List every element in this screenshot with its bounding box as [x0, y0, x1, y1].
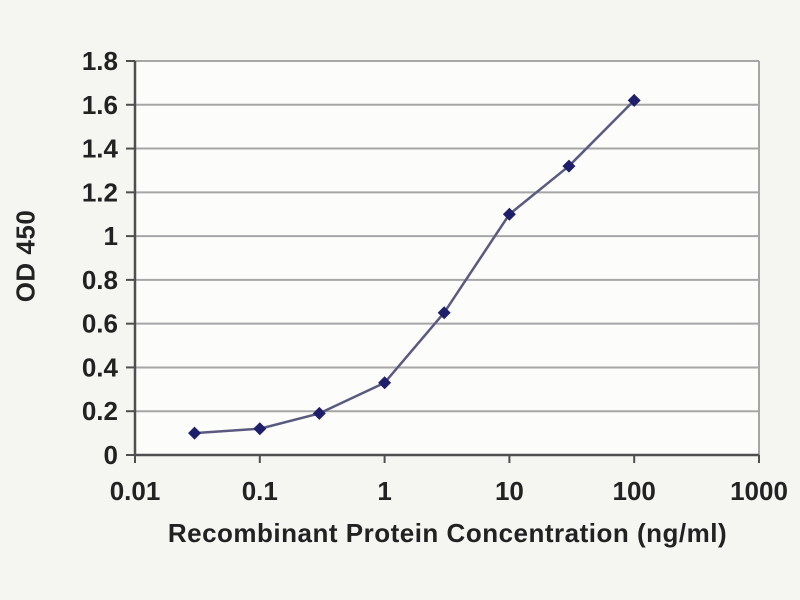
x-tick-label: 100 — [613, 476, 656, 506]
y-tick-label: 0.2 — [82, 396, 118, 426]
x-tick-label: 0.01 — [110, 476, 161, 506]
y-tick-label: 1.4 — [82, 134, 119, 164]
y-tick-label: 1.8 — [82, 46, 118, 76]
plot-area-background — [135, 61, 759, 455]
y-tick-label: 0.6 — [82, 309, 118, 339]
x-tick-label: 1 — [377, 476, 391, 506]
y-tick-label: 0 — [104, 440, 118, 470]
data-point-marker — [378, 376, 392, 390]
data-point-marker — [562, 159, 576, 173]
x-axis-title: Recombinant Protein Concentration (ng/ml… — [167, 518, 728, 548]
series-line — [194, 99, 636, 435]
x-tick-label: 10 — [495, 476, 524, 506]
data-point-marker — [502, 207, 516, 221]
data-point-marker — [188, 426, 202, 440]
y-tick-label: 0.8 — [82, 265, 118, 295]
x-tick-label: 1000 — [730, 476, 788, 506]
y-axis-title: OD 450 — [10, 209, 41, 303]
data-point-marker — [627, 93, 641, 107]
data-point-marker — [312, 406, 326, 420]
data-point-marker — [253, 422, 267, 436]
x-tick-label: 0.1 — [242, 476, 278, 506]
y-tick-label: 0.4 — [82, 352, 119, 382]
y-tick-label: 1.2 — [82, 177, 118, 207]
y-tick-label: 1.6 — [82, 90, 118, 120]
data-point-marker — [437, 306, 451, 320]
y-tick-label: 1 — [104, 221, 118, 251]
